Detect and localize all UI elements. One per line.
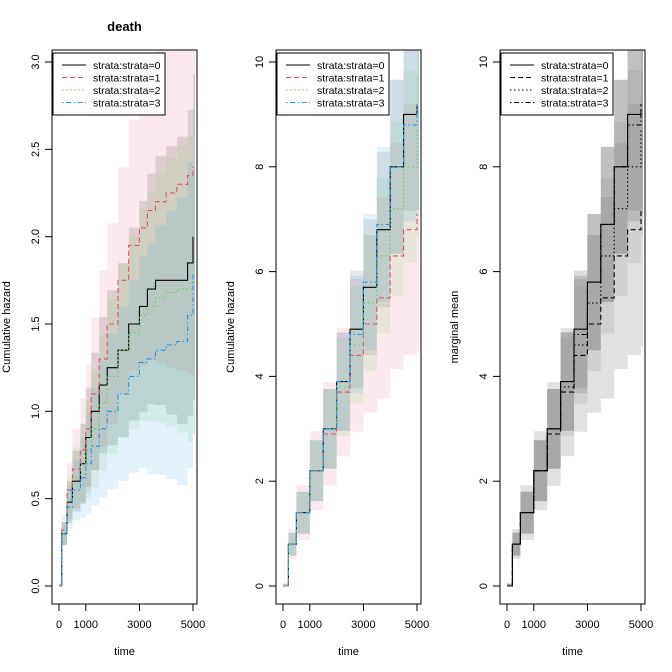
confidence-band-2 [59, 109, 195, 586]
y-tick-label: 4 [478, 373, 490, 379]
x-tick-label: 3000 [575, 619, 599, 631]
legend-box [52, 52, 166, 116]
y-axis-label: Cumulative hazard [1, 281, 13, 373]
legend-label-0: strata:strata=0 [93, 60, 161, 72]
legend: strata:strata=0strata:strata=1strata:str… [52, 52, 166, 116]
confidence-band-0 [283, 50, 419, 586]
y-axis-label: Cumulative hazard [225, 281, 237, 373]
x-tick-label: 5000 [181, 619, 205, 631]
confidence-band-0 [59, 74, 195, 586]
x-axis-label: time [338, 646, 359, 658]
y-axis-label: marginal mean [449, 291, 461, 364]
series-line-3 [507, 103, 642, 587]
confidence-band-3 [59, 109, 195, 586]
legend-box [500, 52, 614, 116]
legend-label-2: strata:strata=2 [541, 85, 609, 97]
y-tick-label: 2.0 [30, 229, 42, 244]
legend-label-3: strata:strata=3 [93, 98, 161, 110]
chart-title: death [107, 19, 142, 34]
y-tick-label: 4 [254, 373, 266, 379]
y-tick-label: 10 [254, 56, 266, 68]
legend-box [276, 52, 390, 116]
x-tick-label: 0 [280, 619, 286, 631]
x-tick-label: 3000 [127, 619, 151, 631]
legend-label-1: strata:strata=1 [93, 73, 161, 85]
y-tick-label: 0.5 [30, 491, 42, 506]
confidence-band-1 [507, 71, 643, 587]
legend: strata:strata=0strata:strata=1strata:str… [500, 52, 614, 116]
x-tick-label: 0 [56, 619, 62, 631]
chart-panel-1: 0 1000 3000 5000 time 0.0 0.5 1.0 1.5 2.0 2.5 3.0 Cu… [1, 19, 205, 658]
chart-panel-2: 0 1000 3000 5000 time 0 2 4 6 8 10 Cumulative hazar… [225, 49, 429, 658]
legend-label-2: strata:strata=2 [317, 85, 385, 97]
confidence-bands [507, 50, 643, 587]
y-tick-label: 1.5 [30, 316, 42, 331]
x-tick-label: 1000 [74, 619, 98, 631]
series-line-3 [59, 271, 194, 587]
legend-label-0: strata:strata=0 [317, 60, 385, 72]
x-tick-label: 5000 [629, 619, 653, 631]
y-tick-label: 8 [478, 164, 490, 170]
confidence-bands [283, 50, 419, 587]
x-axis-label: time [562, 646, 583, 658]
y-tick-label: 1.0 [30, 404, 42, 419]
x-tick-label: 5000 [405, 619, 429, 631]
legend-label-3: strata:strata=3 [541, 98, 609, 110]
legend-label-0: strata:strata=0 [541, 60, 609, 72]
confidence-band-3 [283, 50, 419, 586]
series-line-3 [283, 103, 418, 587]
x-tick-label: 3000 [351, 619, 375, 631]
plot-frame [275, 49, 422, 605]
y-tick-label: 0 [254, 583, 266, 589]
x-tick-label: 1000 [298, 619, 322, 631]
y-tick-label: 8 [254, 164, 266, 170]
y-tick-label: 2.5 [30, 142, 42, 157]
legend: strata:strata=0strata:strata=1strata:str… [276, 52, 390, 116]
x-axis-label: time [114, 646, 135, 658]
confidence-bands [59, 50, 195, 586]
x-tick-label: 1000 [522, 619, 546, 631]
legend-label-3: strata:strata=3 [317, 98, 385, 110]
y-tick-label: 6 [478, 269, 490, 275]
confidence-band-0 [507, 50, 643, 586]
confidence-band-2 [507, 50, 643, 586]
plot-frame [51, 49, 198, 605]
y-tick-label: 10 [478, 56, 490, 68]
series-line-1 [59, 166, 194, 587]
legend-label-2: strata:strata=2 [93, 85, 161, 97]
confidence-band-1 [59, 50, 195, 586]
x-tick-label: 0 [504, 619, 510, 631]
y-tick-label: 6 [254, 269, 266, 275]
confidence-band-2 [283, 50, 419, 586]
y-tick-label: 3.0 [30, 54, 42, 69]
plot-frame [499, 49, 646, 605]
y-tick-label: 2 [254, 478, 266, 484]
confidence-band-1 [283, 76, 419, 587]
legend-label-1: strata:strata=1 [541, 73, 609, 85]
y-tick-label: 0 [478, 583, 490, 589]
y-tick-label: 2 [478, 478, 490, 484]
confidence-band-3 [507, 50, 643, 586]
chart-panel-3: 0 1000 3000 5000 time 0 2 4 6 8 10 marginal mean str… [449, 49, 653, 658]
legend-label-1: strata:strata=1 [317, 73, 385, 85]
y-tick-label: 0.0 [30, 578, 42, 593]
